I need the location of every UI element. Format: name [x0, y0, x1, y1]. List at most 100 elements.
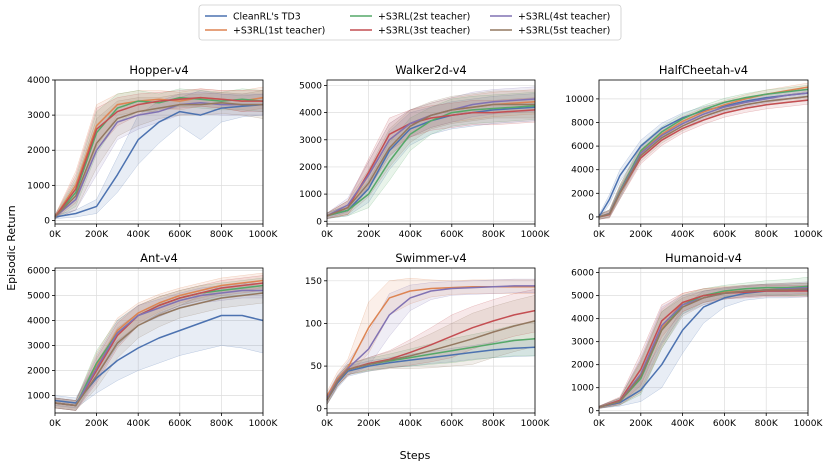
- x-tick-label-5: 1000K: [249, 230, 279, 240]
- y-tick-label-3: 4000: [27, 317, 50, 327]
- series-line-5: [598, 287, 809, 408]
- y-tick-label-2: 4000: [571, 166, 594, 176]
- x-tick-label-5: 1000K: [249, 419, 279, 429]
- y-tick-label-1: 2000: [27, 367, 50, 377]
- series-line-5: [326, 103, 535, 217]
- y-tick-label-2: 2000: [299, 163, 322, 173]
- subplot-title: Swimmer-v4: [395, 251, 466, 265]
- y-tick-label-0: 1000: [27, 392, 50, 402]
- series-line-2: [326, 105, 536, 217]
- x-tick-label-0: 0K: [49, 230, 62, 240]
- axes-frame: [54, 79, 264, 225]
- axes-frame: [598, 267, 809, 414]
- x-tick-label-2: 400K: [399, 230, 423, 240]
- x-tick-label-4: 800K: [755, 230, 779, 240]
- y-tick-label-2: 2000: [27, 146, 50, 156]
- x-tick-label-2: 400K: [671, 419, 695, 429]
- x-tick-label-1: 200K: [85, 419, 109, 429]
- x-axis-label: Steps: [400, 449, 431, 462]
- y-tick-label-2: 2000: [571, 361, 594, 371]
- x-tick-label-0: 0K: [321, 419, 334, 429]
- x-tick-label-0: 0K: [593, 230, 606, 240]
- y-tick-label-4: 5000: [27, 292, 50, 302]
- x-tick-label-3: 600K: [713, 419, 737, 429]
- x-tick-label-1: 200K: [357, 419, 381, 429]
- y-tick-label-4: 8000: [571, 118, 594, 128]
- x-tick-label-1: 200K: [629, 230, 653, 240]
- x-tick-label-2: 400K: [127, 230, 151, 240]
- y-tick-label-1: 1000: [27, 181, 50, 191]
- y-tick-label-2: 100: [305, 319, 322, 329]
- legend-entry-3: +S3RL(3st teacher): [350, 26, 470, 37]
- series-line-3: [54, 96, 263, 218]
- y-tick-label-1: 1000: [299, 190, 322, 200]
- x-tick-label-4: 800K: [482, 419, 506, 429]
- y-tick-label-5: 5000: [571, 292, 594, 302]
- legend-label-0: CleanRL's TD3: [233, 12, 301, 23]
- y-tick-label-3: 6000: [571, 142, 594, 152]
- subplot-humanoid: 0 1000 2000 3000 4000 5000 6000 0K 200K 400K 600K 8…: [571, 251, 823, 429]
- subplot-title: HalfCheetah-v4: [659, 63, 748, 77]
- x-tick-label-5: 1000K: [794, 230, 824, 240]
- series-line-0: [54, 103, 264, 218]
- x-tick-label-4: 800K: [210, 230, 234, 240]
- subplot-hopper: 0 1000 2000 3000 4000 0K 200K 400K 600K 800K 1000K…: [27, 63, 278, 240]
- x-tick-label-2: 400K: [127, 419, 151, 429]
- y-tick-label-3: 3000: [571, 338, 594, 348]
- x-tick-label-2: 400K: [399, 419, 423, 429]
- x-tick-label-1: 200K: [357, 230, 381, 240]
- legend-label-2: +S3RL(2st teacher): [378, 12, 470, 23]
- x-tick-label-1: 200K: [629, 419, 653, 429]
- series-line-5: [54, 292, 264, 407]
- x-tick-label-0: 0K: [49, 419, 62, 429]
- legend-label-3: +S3RL(3st teacher): [378, 26, 470, 37]
- subplot-ant: 1000 2000 3000 4000 5000 6000 0K 200K 400K 600K 80…: [27, 251, 278, 429]
- legend-entry-4: +S3RL(4st teacher): [490, 12, 610, 23]
- x-tick-label-3: 600K: [440, 419, 464, 429]
- x-tick-label-5: 1000K: [794, 419, 824, 429]
- subplot-walker2d: 0 1000 2000 3000 4000 5000 0K 200K 400K 600K 800K 1…: [299, 63, 550, 240]
- y-tick-label-4: 4000: [27, 76, 50, 86]
- legend-entry-1: +S3RL(1st teacher): [205, 26, 325, 37]
- axes-frame: [326, 267, 536, 414]
- y-tick-label-4: 4000: [571, 315, 594, 325]
- x-tick-label-4: 800K: [482, 230, 506, 240]
- x-tick-label-5: 1000K: [521, 230, 551, 240]
- y-tick-label-2: 3000: [27, 342, 50, 352]
- y-tick-label-0: 0: [316, 405, 322, 415]
- y-tick-label-1: 1000: [571, 384, 594, 394]
- legend-frame: [198, 4, 622, 41]
- y-tick-label-3: 3000: [299, 136, 322, 146]
- x-tick-label-4: 800K: [755, 419, 779, 429]
- subplot-swimmer: 0 50 100 150 0K 200K 400K 600K 800K 1000K Swimmer-…: [305, 251, 551, 429]
- x-tick-label-1: 200K: [85, 230, 109, 240]
- subplot-title: Hopper-v4: [129, 63, 188, 77]
- y-tick-label-1: 50: [311, 362, 323, 372]
- y-tick-label-5: 10000: [565, 95, 594, 105]
- y-tick-label-0: 0: [44, 216, 50, 226]
- x-tick-label-3: 600K: [168, 419, 192, 429]
- axes-frame: [326, 79, 536, 225]
- x-tick-label-3: 600K: [440, 230, 464, 240]
- x-tick-label-0: 0K: [321, 230, 334, 240]
- y-tick-label-3: 150: [305, 277, 322, 287]
- y-tick-label-5: 5000: [299, 81, 322, 91]
- series-line-3: [598, 290, 808, 408]
- series-line-5: [54, 102, 263, 218]
- legend-entry-0: CleanRL's TD3: [205, 12, 301, 23]
- series-line-5: [326, 320, 536, 401]
- legend-label-5: +S3RL(5st teacher): [518, 26, 610, 37]
- y-tick-label-5: 6000: [27, 267, 50, 277]
- legend-label-1: +S3RL(1st teacher): [233, 26, 325, 37]
- subplot-title: Ant-v4: [140, 251, 178, 265]
- y-tick-label-0: 0: [588, 213, 594, 223]
- series-line-0: [326, 346, 536, 401]
- y-tick-label-1: 2000: [571, 189, 594, 199]
- series-line-3: [54, 282, 264, 407]
- series-line-4: [54, 102, 263, 218]
- y-tick-label-0: 0: [316, 217, 322, 227]
- series-line-4: [54, 289, 263, 407]
- x-tick-label-0: 0K: [593, 419, 606, 429]
- legend-entry-5: +S3RL(5st teacher): [490, 26, 610, 37]
